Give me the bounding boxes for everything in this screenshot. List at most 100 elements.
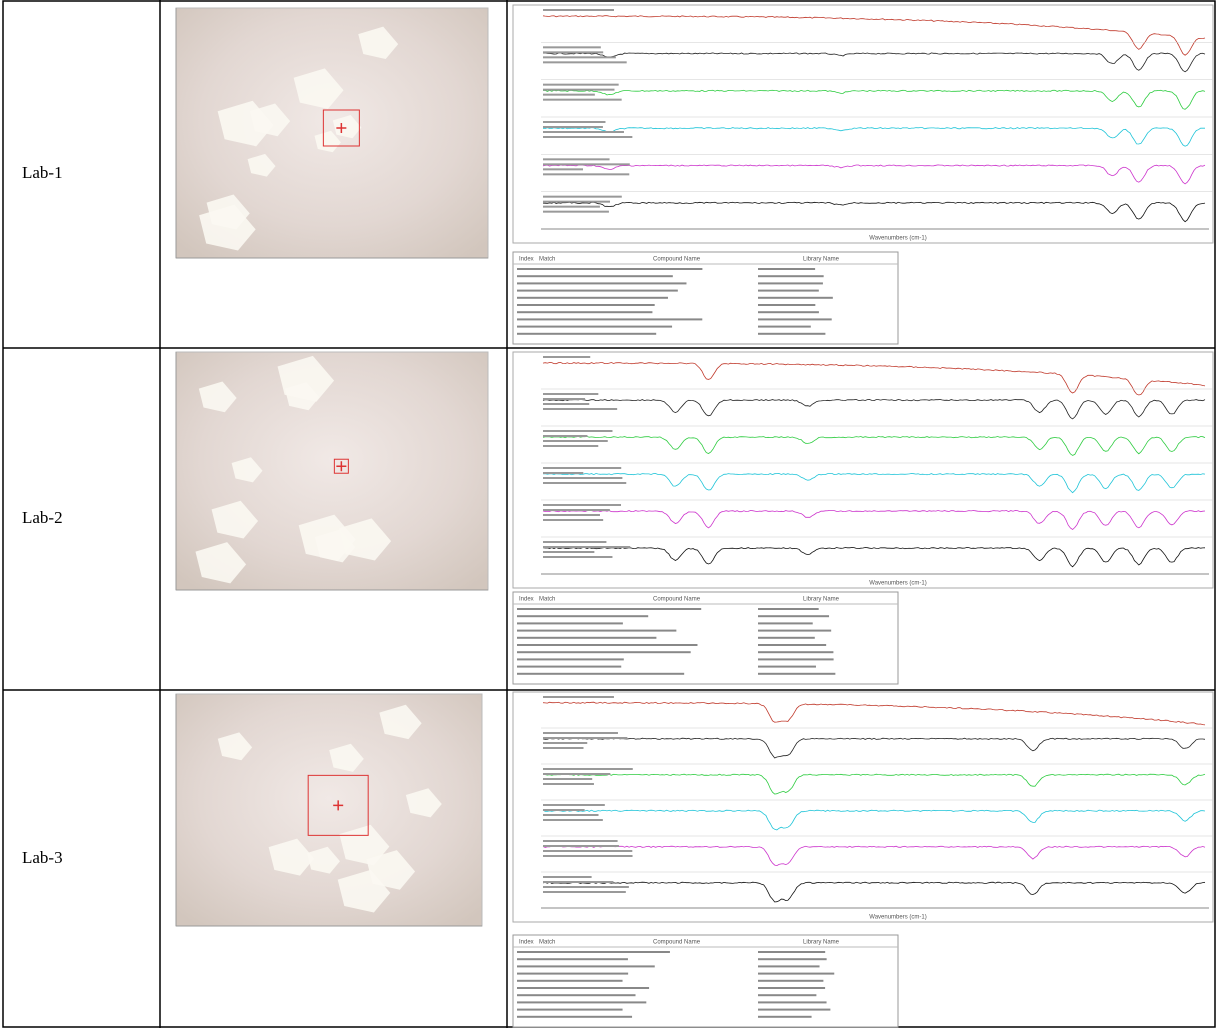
trace-caption	[543, 205, 600, 208]
trace-caption	[543, 747, 584, 749]
hit-row-placeholder	[517, 268, 703, 270]
hit-row-placeholder	[758, 672, 836, 675]
trace-caption	[543, 158, 610, 161]
hit-row-placeholder	[758, 651, 834, 654]
trace-caption	[543, 9, 614, 11]
hit-table: Index Match Compound Name Library Name	[512, 934, 899, 1028]
spectrum-trace	[542, 399, 1206, 420]
hit-table-header: Index	[519, 257, 534, 263]
trace-caption	[543, 195, 622, 198]
hit-row-placeholder	[517, 672, 685, 675]
micrograph	[175, 693, 483, 927]
spectrum-trace	[542, 473, 1206, 494]
hit-table-header: Match	[539, 257, 555, 263]
trace-caption	[543, 200, 611, 203]
trace-caption	[543, 408, 618, 410]
hit-table: Index Match Compound Name Library Name	[512, 251, 899, 345]
trace-caption	[543, 886, 629, 888]
trace-caption	[543, 783, 594, 785]
hit-row-placeholder	[517, 665, 622, 668]
hit-row-placeholder	[758, 311, 819, 314]
hit-row-placeholder	[517, 651, 691, 654]
hit-row-placeholder	[517, 289, 678, 292]
row-label: Lab-3	[22, 848, 63, 867]
spectrum-frame	[512, 4, 1214, 244]
trace-caption	[543, 46, 601, 49]
particle	[217, 100, 274, 147]
trace-caption	[543, 210, 609, 213]
trace-caption	[543, 773, 611, 775]
hit-row-placeholder	[758, 325, 811, 328]
spectrum-trace	[542, 127, 1205, 147]
hit-row-placeholder	[758, 318, 832, 321]
target-box	[322, 109, 360, 147]
spectrum-trace	[542, 15, 1206, 56]
trace-caption	[543, 732, 618, 734]
hit-row-placeholder	[517, 1008, 623, 1011]
hit-row-placeholder	[758, 979, 824, 982]
trace-caption	[543, 556, 613, 558]
trace-caption	[543, 56, 616, 59]
hit-row-placeholder	[758, 965, 820, 968]
hit-table-header: Compound Name	[653, 597, 701, 603]
particle	[217, 732, 253, 761]
hit-table-header: Library Name	[803, 257, 840, 263]
trace-caption	[543, 742, 588, 744]
hit-row-placeholder	[758, 994, 817, 997]
hit-row-placeholder	[758, 1008, 831, 1011]
trace-caption	[543, 393, 599, 395]
trace-caption	[543, 467, 622, 469]
hit-row-placeholder	[517, 318, 703, 321]
hit-row-placeholder	[517, 1001, 647, 1004]
hit-row-placeholder	[517, 951, 670, 953]
trace-caption	[543, 435, 588, 437]
hit-row-placeholder	[758, 665, 816, 668]
target-box	[333, 458, 349, 474]
spectrum-panel: Wavenumbers (cm-1)	[512, 691, 1214, 923]
particle	[198, 381, 237, 413]
spectrum-trace	[542, 164, 1206, 185]
particle	[195, 542, 247, 584]
spectrum-trace	[542, 362, 1206, 396]
trace-caption	[543, 778, 593, 780]
trace-caption	[543, 83, 619, 86]
hit-row-placeholder	[517, 979, 623, 982]
trace-caption	[543, 546, 631, 548]
spectrum-panel: Wavenumbers (cm-1)	[512, 351, 1214, 589]
particle	[329, 743, 364, 772]
hit-row-placeholder	[517, 629, 677, 632]
trace-caption	[543, 819, 603, 821]
trace-caption	[543, 131, 624, 133]
trace-caption	[543, 445, 599, 447]
spectrum-trace	[542, 845, 1206, 867]
hit-table: Index Match Compound Name Library Name	[512, 591, 899, 685]
hit-row-placeholder	[517, 965, 655, 968]
hit-row-placeholder	[758, 275, 824, 278]
trace-caption	[543, 509, 610, 511]
hit-row-placeholder	[517, 311, 653, 314]
hit-table-header: Match	[539, 940, 555, 946]
trace-caption	[543, 737, 628, 739]
hit-row-placeholder	[517, 275, 673, 278]
particle	[332, 114, 362, 139]
spectrum-frame	[512, 691, 1214, 923]
hit-row-placeholder	[517, 282, 687, 285]
particle	[199, 204, 256, 251]
hit-row-placeholder	[758, 644, 827, 646]
hit-row-placeholder	[517, 325, 673, 328]
spectrum-trace	[542, 737, 1206, 759]
hit-row-placeholder	[517, 636, 657, 639]
trace-caption	[543, 845, 619, 847]
hit-row-placeholder	[758, 296, 833, 299]
particle	[358, 26, 399, 60]
spectrum-trace	[542, 510, 1206, 531]
particle	[379, 704, 422, 740]
hit-row-placeholder	[758, 615, 830, 618]
particle	[247, 153, 276, 177]
particle	[277, 355, 335, 402]
x-axis-label: Wavenumbers (cm-1)	[869, 915, 926, 921]
hit-table-header: Match	[539, 597, 555, 603]
trace-caption	[543, 163, 630, 166]
spectrum-trace	[542, 52, 1206, 73]
hit-table-header: Library Name	[803, 597, 840, 603]
